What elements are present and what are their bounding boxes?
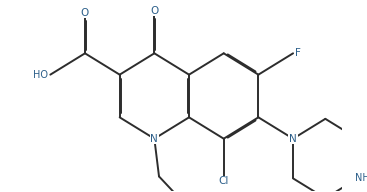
Text: NH: NH [355,173,367,183]
Text: O: O [81,8,89,18]
Text: N: N [289,134,297,144]
Text: N: N [150,134,158,144]
Text: O: O [150,6,159,16]
Text: Cl: Cl [218,176,229,186]
Text: F: F [295,48,301,58]
Text: HO: HO [33,70,48,80]
